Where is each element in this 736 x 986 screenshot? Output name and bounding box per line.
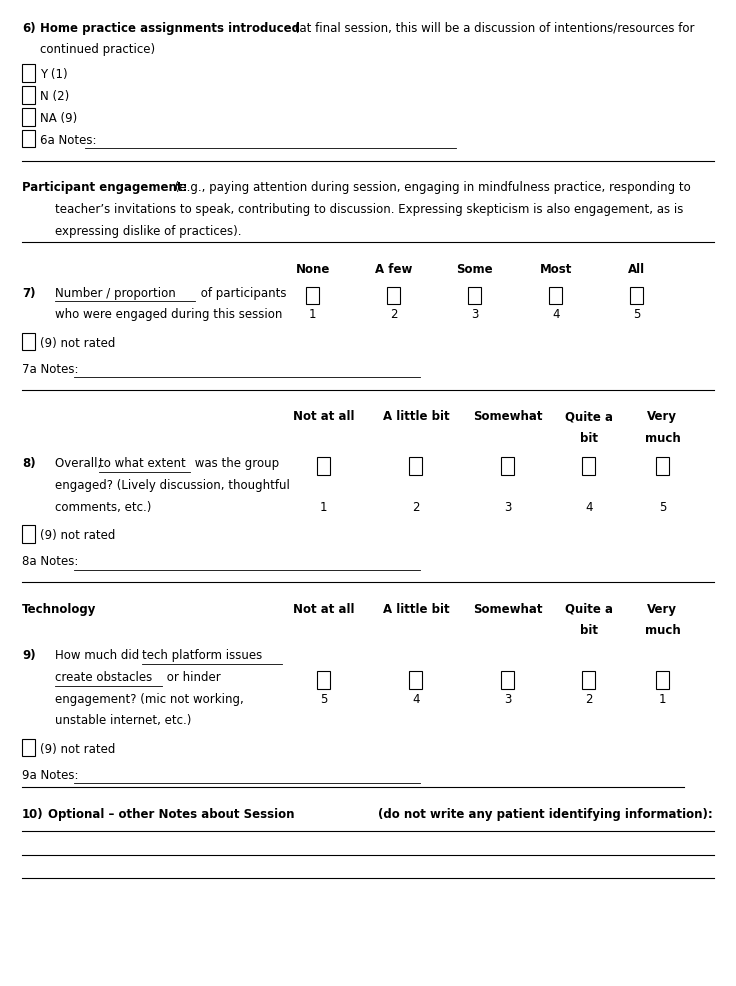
Bar [317, 458, 330, 475]
Text: tech platform issues: tech platform issues [142, 649, 262, 662]
Text: teacher’s invitations to speak, contributing to discussion. Expressing skepticis: teacher’s invitations to speak, contribu… [55, 203, 684, 216]
Text: 5: 5 [659, 500, 666, 513]
Text: Home practice assignments introduced: Home practice assignments introduced [40, 22, 300, 35]
Text: 5: 5 [320, 692, 328, 705]
Bar [22, 87, 35, 105]
Bar [549, 287, 562, 305]
Text: who were engaged during this session: who were engaged during this session [55, 308, 283, 321]
Text: 8a Notes:: 8a Notes: [22, 554, 82, 567]
Text: (9) not rated: (9) not rated [40, 528, 116, 541]
Bar [22, 65, 35, 83]
Text: 1: 1 [320, 500, 328, 513]
Text: much: much [645, 624, 680, 637]
Text: Participant engagement:: Participant engagement: [22, 181, 188, 194]
Bar [22, 526, 35, 543]
Text: Number / proportion: Number / proportion [55, 286, 176, 300]
Text: (do not write any patient identifying information):: (do not write any patient identifying in… [378, 807, 712, 820]
Text: 1: 1 [659, 692, 666, 705]
Text: Most: Most [539, 262, 572, 275]
Text: Optional – other Notes about Session: Optional – other Notes about Session [48, 807, 299, 820]
Text: engaged? (Lively discussion, thoughtful: engaged? (Lively discussion, thoughtful [55, 478, 290, 491]
Bar [22, 130, 35, 148]
Text: bit: bit [580, 432, 598, 445]
Text: continued practice): continued practice) [40, 43, 155, 56]
Text: All: All [628, 262, 645, 275]
Text: Very: Very [648, 410, 677, 423]
Text: 2: 2 [390, 308, 397, 321]
Bar [501, 671, 514, 689]
Text: 6): 6) [22, 22, 36, 35]
Text: expressing dislike of practices).: expressing dislike of practices). [55, 225, 241, 238]
Text: A little bit: A little bit [383, 602, 449, 615]
Text: of participants: of participants [197, 286, 286, 300]
Text: 8): 8) [22, 457, 36, 469]
Text: N (2): N (2) [40, 90, 70, 103]
Bar [582, 458, 595, 475]
Text: to what extent: to what extent [99, 457, 186, 469]
Text: Quite a: Quite a [565, 410, 613, 423]
Text: 7a Notes:: 7a Notes: [22, 362, 82, 376]
Text: engagement? (mic not working,: engagement? (mic not working, [55, 692, 244, 705]
Text: None: None [296, 262, 330, 275]
Text: 2: 2 [585, 692, 592, 705]
Text: (9) not rated: (9) not rated [40, 741, 116, 755]
Bar [22, 108, 35, 126]
Text: was the group: was the group [191, 457, 279, 469]
Text: 4: 4 [552, 308, 559, 321]
Text: NA (9): NA (9) [40, 111, 78, 124]
Text: Some: Some [456, 262, 493, 275]
Text: Overall,: Overall, [55, 457, 105, 469]
Text: (9) not rated: (9) not rated [40, 336, 116, 349]
Bar [22, 333, 35, 351]
Text: Technology: Technology [22, 602, 96, 615]
Text: comments, etc.): comments, etc.) [55, 500, 152, 513]
Text: create obstacles: create obstacles [55, 670, 152, 683]
Text: Somewhat: Somewhat [473, 410, 542, 423]
Text: 9a Notes:: 9a Notes: [22, 768, 82, 781]
Text: 5: 5 [633, 308, 640, 321]
Bar [387, 287, 400, 305]
Text: (e.g., paying attention during session, engaging in mindfulness practice, respon: (e.g., paying attention during session, … [171, 181, 690, 194]
Bar [656, 458, 669, 475]
Text: Y (1): Y (1) [40, 68, 68, 81]
Bar [317, 671, 330, 689]
Text: 6a Notes:: 6a Notes: [40, 133, 101, 146]
Text: 9): 9) [22, 649, 36, 662]
Text: 3: 3 [504, 692, 512, 705]
Bar [468, 287, 481, 305]
Text: (at final session, this will be a discussion of intentions/resources for: (at final session, this will be a discus… [291, 22, 694, 35]
Bar [656, 671, 669, 689]
Text: bit: bit [580, 624, 598, 637]
Text: 3: 3 [471, 308, 478, 321]
Bar [582, 671, 595, 689]
Text: Quite a: Quite a [565, 602, 613, 615]
Text: Somewhat: Somewhat [473, 602, 542, 615]
Bar [409, 671, 422, 689]
Bar [501, 458, 514, 475]
Bar [22, 739, 35, 756]
Text: 3: 3 [504, 500, 512, 513]
Bar [409, 458, 422, 475]
Text: 1: 1 [309, 308, 316, 321]
Text: Not at all: Not at all [293, 410, 355, 423]
Text: Not at all: Not at all [293, 602, 355, 615]
Bar [630, 287, 643, 305]
Text: 10): 10) [22, 807, 43, 820]
Text: A little bit: A little bit [383, 410, 449, 423]
Text: 4: 4 [585, 500, 592, 513]
Text: Very: Very [648, 602, 677, 615]
Text: 7): 7) [22, 286, 35, 300]
Text: much: much [645, 432, 680, 445]
Text: 4: 4 [412, 692, 420, 705]
Text: How much did: How much did [55, 649, 144, 662]
Text: A few: A few [375, 262, 412, 275]
Text: 2: 2 [412, 500, 420, 513]
Text: or hinder: or hinder [163, 670, 221, 683]
Text: unstable internet, etc.): unstable internet, etc.) [55, 714, 191, 727]
Bar [306, 287, 319, 305]
